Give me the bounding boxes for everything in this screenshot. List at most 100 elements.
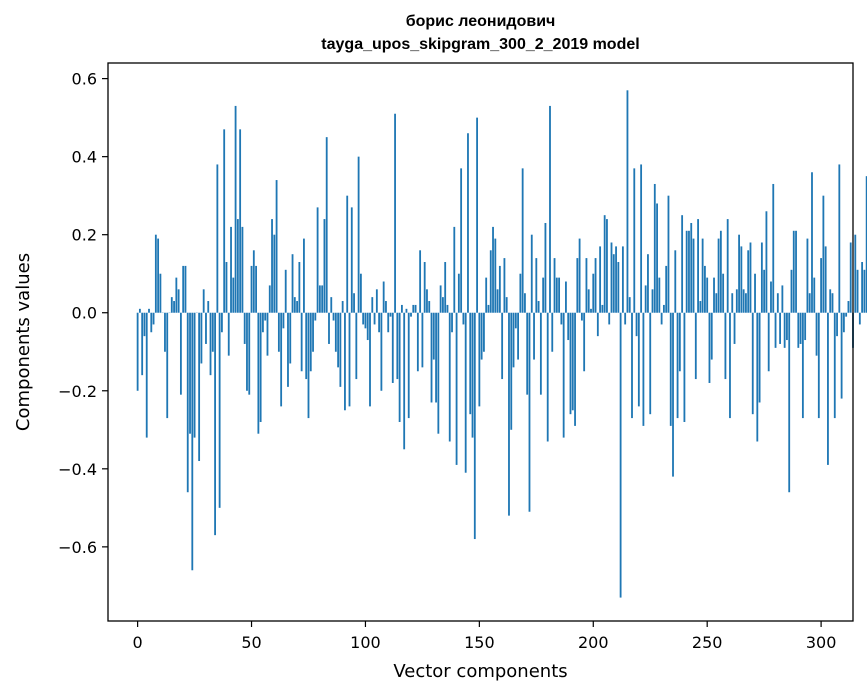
bar-92 [346,195,349,313]
bar-64 [282,312,285,329]
bar-27 [198,312,201,462]
bar-181 [549,105,551,313]
bar-201 [594,258,597,313]
bar-75 [307,312,310,419]
bar-90 [341,301,344,313]
bar-277 [767,312,770,372]
bar-163 [508,312,510,516]
bar-270 [751,312,754,415]
bar-48 [246,312,248,391]
bar-24 [191,312,194,571]
bar-244 [692,238,695,313]
bar-104 [373,312,376,325]
bar-25 [193,312,196,438]
bar-102 [369,312,371,407]
bar-167 [517,312,519,360]
x-tick-label: 150 [464,633,495,652]
bar-165 [512,312,515,368]
bar-55 [262,312,264,333]
bar-82 [323,219,326,313]
bar-77 [312,312,314,352]
bar-95 [353,293,355,313]
bar-309 [840,312,843,399]
bar-262 [733,312,736,344]
bar-261 [731,293,734,313]
bar-36 [218,312,221,508]
bar-31 [207,301,210,313]
bar-49 [248,312,251,395]
bar-250 [706,277,709,313]
bar-242 [688,230,690,313]
bar-225 [649,312,652,415]
bar-128 [428,301,431,313]
bar-227 [653,183,656,313]
bar-40 [227,312,230,356]
bar-13 [166,312,169,419]
bar-222 [642,312,645,426]
bar-200 [592,273,595,313]
bar-265 [740,246,743,313]
bar-193 [576,258,579,313]
bar-70 [296,301,299,313]
bar-312 [847,301,850,313]
bar-260 [729,312,731,419]
bar-89 [339,312,342,387]
bar-155 [489,250,492,313]
bar-298 [815,312,818,356]
bar-252 [710,312,713,360]
bar-190 [569,312,572,415]
bar-124 [419,250,422,313]
bar-96 [355,312,358,380]
bar-279 [772,183,775,313]
bar-112 [391,312,394,383]
bar-223 [644,285,647,313]
bar-59 [271,219,273,313]
bar-130 [432,312,435,360]
bar-0 [136,312,139,391]
bar-37 [221,312,223,333]
bar-236 [674,250,677,313]
bar-311 [845,312,848,317]
bar-215 [626,90,629,313]
bar-208 [610,242,613,313]
bar-217 [631,312,633,419]
bar-5 [148,308,150,313]
bar-302 [824,246,827,313]
bar-214 [624,312,627,325]
bar-180 [546,312,549,442]
bar-304 [829,289,832,313]
bar-123 [416,312,419,372]
bar-57 [266,312,269,356]
bar-118 [405,308,408,313]
bar-39 [225,262,228,313]
bar-116 [400,304,403,313]
bar-152 [483,312,485,352]
bar-110 [387,312,390,333]
bar-138 [451,312,453,333]
bar-170 [524,293,526,313]
bar-168 [519,273,522,313]
bar-303 [827,312,829,465]
bar-246 [697,219,699,313]
bar-251 [708,312,711,383]
bar-103 [371,297,374,313]
x-axis-ticks: 0 50 100 150 200 250 300 [133,621,836,652]
bar-12 [164,312,166,352]
bar-183 [553,258,556,313]
bar-76 [309,312,312,372]
bar-147 [471,312,474,438]
bar-179 [544,222,547,313]
bar-238 [678,312,681,372]
bar-29 [202,289,205,313]
bar-9 [157,238,160,313]
bar-206 [606,219,608,313]
bar-177 [539,312,542,395]
bar-136 [446,304,449,313]
bar-199 [590,308,592,313]
bar-51 [252,250,255,313]
bar-153 [485,277,488,313]
bar-305 [831,293,834,313]
bar-134 [442,297,444,313]
bar-226 [651,289,654,313]
